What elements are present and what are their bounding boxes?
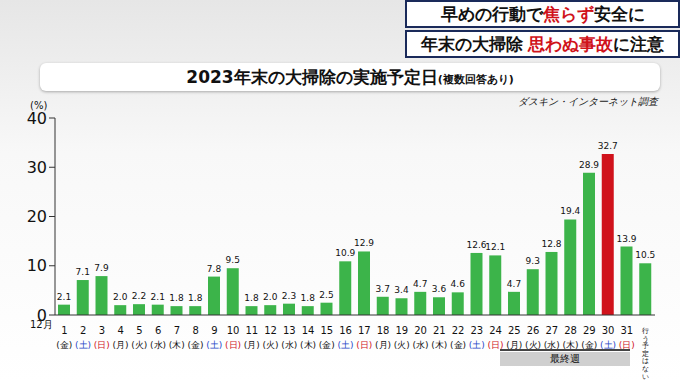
svg-text:4.7: 4.7 bbox=[507, 279, 521, 289]
svg-text:15: 15 bbox=[321, 325, 334, 336]
svg-text:3: 3 bbox=[99, 325, 105, 336]
svg-text:2.0: 2.0 bbox=[263, 292, 278, 302]
svg-text:2.3: 2.3 bbox=[282, 291, 296, 301]
svg-text:(火): (火) bbox=[131, 340, 147, 350]
svg-text:32.7: 32.7 bbox=[598, 141, 618, 151]
svg-text:4: 4 bbox=[117, 325, 123, 336]
svg-text:(木): (木) bbox=[169, 340, 185, 350]
svg-text:12.1: 12.1 bbox=[485, 242, 505, 252]
svg-text:28: 28 bbox=[564, 325, 577, 336]
svg-text:2.5: 2.5 bbox=[319, 290, 333, 300]
svg-text:(水): (水) bbox=[150, 340, 166, 350]
svg-text:6: 6 bbox=[155, 325, 161, 336]
svg-text:3.4: 3.4 bbox=[394, 285, 409, 295]
svg-text:(火): (火) bbox=[394, 340, 410, 350]
svg-text:2.2: 2.2 bbox=[132, 291, 146, 301]
svg-text:24: 24 bbox=[489, 325, 502, 336]
svg-text:10: 10 bbox=[227, 325, 240, 336]
svg-text:7: 7 bbox=[174, 325, 180, 336]
svg-text:23: 23 bbox=[471, 325, 484, 336]
svg-text:18: 18 bbox=[377, 325, 390, 336]
svg-text:20: 20 bbox=[414, 325, 427, 336]
svg-text:5: 5 bbox=[136, 325, 142, 336]
svg-text:(月): (月) bbox=[244, 340, 260, 350]
svg-text:4.7: 4.7 bbox=[413, 279, 427, 289]
svg-text:(日): (日) bbox=[225, 340, 241, 350]
svg-text:(木): (木) bbox=[431, 340, 447, 350]
svg-text:(日): (日) bbox=[356, 340, 372, 350]
svg-text:11: 11 bbox=[246, 325, 259, 336]
svg-text:(木): (木) bbox=[300, 340, 316, 350]
svg-text:9.3: 9.3 bbox=[526, 256, 540, 266]
svg-text:10.9: 10.9 bbox=[335, 248, 355, 258]
svg-text:2: 2 bbox=[80, 325, 86, 336]
svg-text:13.9: 13.9 bbox=[616, 234, 636, 244]
svg-text:21: 21 bbox=[433, 325, 446, 336]
svg-text:9: 9 bbox=[211, 325, 217, 336]
svg-text:1: 1 bbox=[61, 325, 67, 336]
svg-text:27: 27 bbox=[546, 325, 559, 336]
svg-text:26: 26 bbox=[527, 325, 540, 336]
svg-text:31: 31 bbox=[621, 325, 634, 336]
svg-text:25: 25 bbox=[508, 325, 521, 336]
svg-text:(火): (火) bbox=[263, 340, 279, 350]
svg-text:40: 40 bbox=[27, 109, 47, 128]
svg-text:(月): (月) bbox=[113, 340, 129, 350]
svg-text:(土): (土) bbox=[469, 340, 485, 350]
svg-text:3.6: 3.6 bbox=[432, 284, 447, 294]
svg-text:28.9: 28.9 bbox=[579, 160, 599, 170]
svg-text:0: 0 bbox=[37, 306, 47, 325]
svg-text:(月): (月) bbox=[375, 340, 391, 350]
svg-text:12: 12 bbox=[264, 325, 277, 336]
svg-text:(水): (水) bbox=[413, 340, 429, 350]
svg-text:2.1: 2.1 bbox=[151, 292, 165, 302]
svg-text:2.0: 2.0 bbox=[113, 292, 128, 302]
svg-text:(土): (土) bbox=[338, 340, 354, 350]
svg-text:(金): (金) bbox=[450, 340, 466, 350]
svg-text:1.8: 1.8 bbox=[301, 293, 316, 303]
svg-text:7.1: 7.1 bbox=[76, 267, 90, 277]
svg-text:い: い bbox=[642, 373, 649, 381]
svg-text:1.8: 1.8 bbox=[244, 293, 259, 303]
svg-text:9.5: 9.5 bbox=[226, 255, 240, 265]
svg-text:7.9: 7.9 bbox=[94, 263, 109, 273]
svg-text:12.6: 12.6 bbox=[466, 240, 486, 250]
svg-text:(土): (土) bbox=[206, 340, 222, 350]
svg-text:1.8: 1.8 bbox=[169, 293, 184, 303]
svg-text:10: 10 bbox=[27, 256, 47, 275]
svg-text:(土): (土) bbox=[75, 340, 91, 350]
svg-text:14: 14 bbox=[302, 325, 315, 336]
svg-text:3.7: 3.7 bbox=[376, 284, 390, 294]
svg-text:19.4: 19.4 bbox=[560, 206, 580, 216]
svg-text:19: 19 bbox=[396, 325, 409, 336]
svg-text:29: 29 bbox=[583, 325, 596, 336]
svg-text:16: 16 bbox=[339, 325, 352, 336]
svg-text:1.8: 1.8 bbox=[188, 293, 203, 303]
svg-text:30: 30 bbox=[602, 325, 615, 336]
svg-text:12.9: 12.9 bbox=[354, 238, 374, 248]
svg-text:(水): (水) bbox=[281, 340, 297, 350]
svg-text:4.6: 4.6 bbox=[451, 279, 466, 289]
svg-text:(金): (金) bbox=[319, 340, 335, 350]
svg-text:17: 17 bbox=[358, 325, 371, 336]
svg-text:30: 30 bbox=[27, 158, 47, 177]
svg-text:10.5: 10.5 bbox=[635, 250, 655, 260]
svg-text:(日): (日) bbox=[94, 340, 110, 350]
svg-text:22: 22 bbox=[452, 325, 465, 336]
svg-text:8: 8 bbox=[192, 325, 198, 336]
svg-text:20: 20 bbox=[27, 207, 47, 226]
svg-text:(金): (金) bbox=[56, 340, 72, 350]
svg-text:2.1: 2.1 bbox=[57, 292, 71, 302]
svg-text:7.8: 7.8 bbox=[207, 264, 222, 274]
svg-text:13: 13 bbox=[283, 325, 296, 336]
svg-text:12.8: 12.8 bbox=[541, 239, 561, 249]
svg-text:(金): (金) bbox=[188, 340, 204, 350]
